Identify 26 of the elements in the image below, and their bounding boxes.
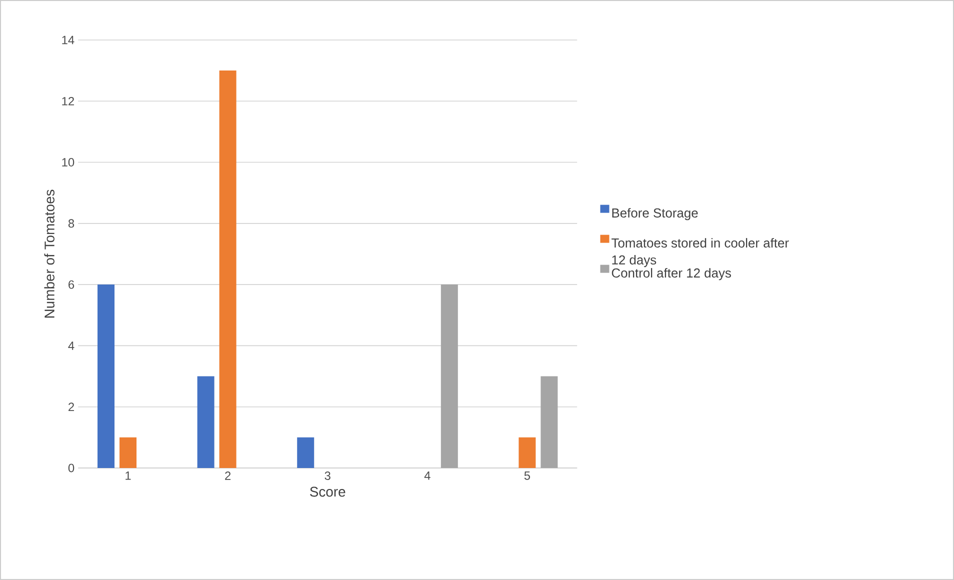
bar [197,376,214,468]
bar [219,70,236,468]
bar [440,284,458,468]
legend-label: Before Storage [612,208,698,220]
y-tick-label: 4 [68,342,74,350]
y-axis-title: Number of Tomatoes [44,190,54,318]
bar [540,376,558,468]
x-tick-label: 5 [524,472,530,480]
y-tick-label: 0 [68,464,74,472]
legend-label: Control after 12 days [612,268,731,280]
y-tick-label: 2 [68,402,74,412]
bar [120,437,137,468]
x-tick-label: 4 [424,472,430,480]
y-tick-label: 12 [62,96,74,106]
x-tick-label: 2 [225,472,231,480]
x-tick-label: 1 [126,472,131,480]
bar [297,437,314,468]
bar [518,437,536,468]
x-tick-label: 3 [324,472,330,480]
bar [98,284,115,468]
y-tick-label: 14 [62,36,74,44]
legend-label: Tomatoes stored in cooler after 12 days [612,238,789,268]
y-tick-label: 10 [62,158,74,166]
y-tick-label: 8 [68,219,74,228]
y-tick-label: 6 [68,280,74,289]
x-axis-title: Score [310,486,346,497]
